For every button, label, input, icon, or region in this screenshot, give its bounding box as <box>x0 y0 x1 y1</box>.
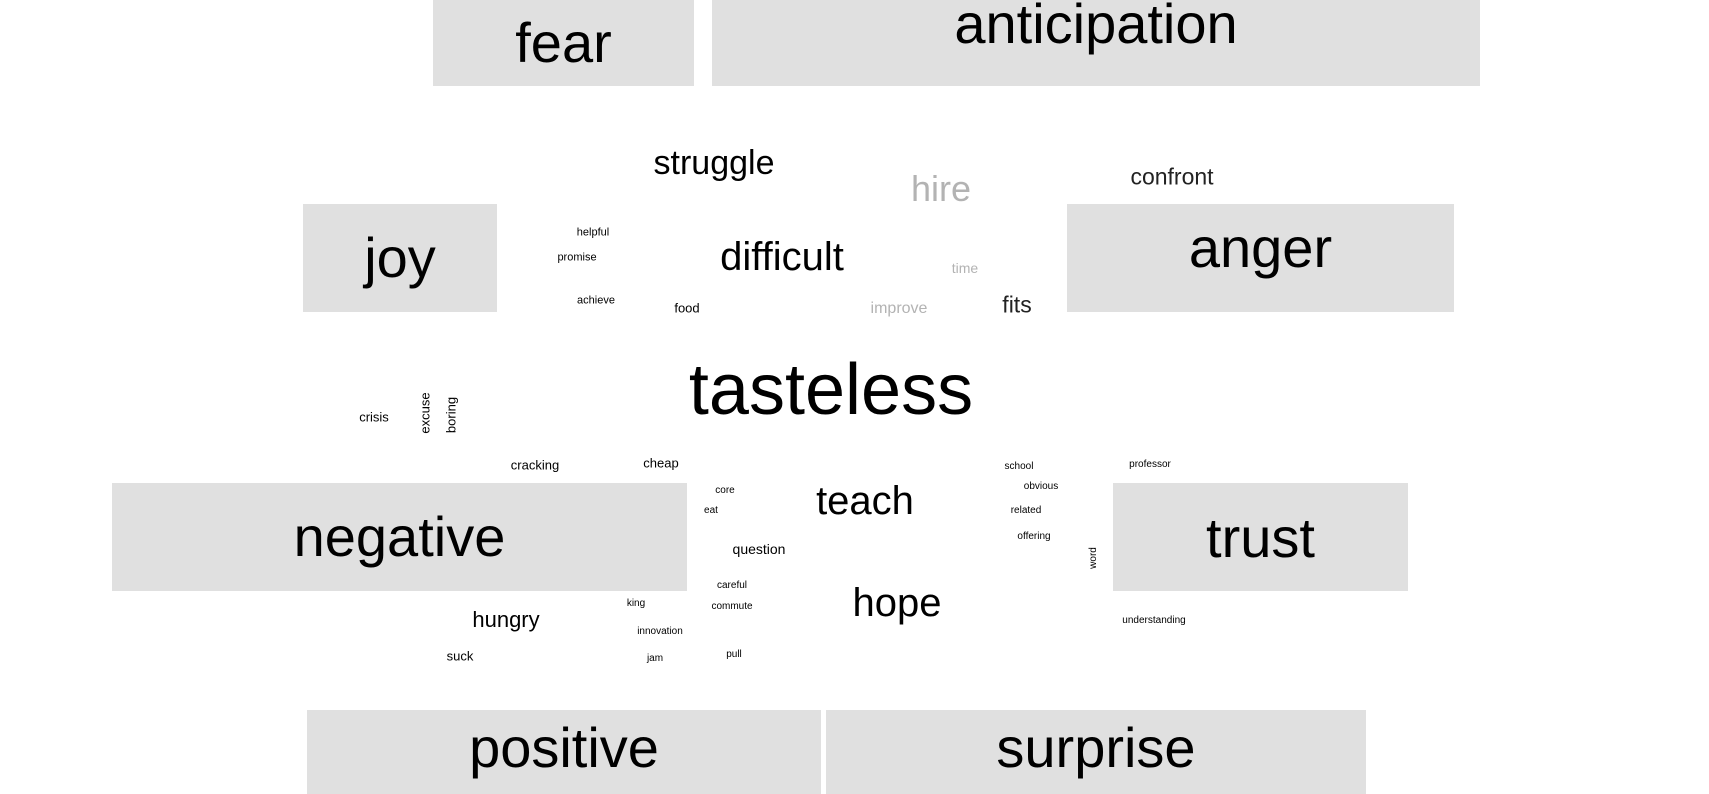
emotion-label-surprise: surprise <box>996 716 1196 779</box>
word-difficult: difficult <box>720 235 844 279</box>
word-promise: promise <box>557 251 597 264</box>
word-excuse: excuse <box>417 392 433 434</box>
word-innovation: innovation <box>637 626 683 637</box>
word-achieve: achieve <box>577 294 615 307</box>
emotion-label-negative: negative <box>293 505 506 568</box>
word-school: school <box>1004 461 1034 472</box>
emotion-box-positive: positive <box>307 710 821 794</box>
emotion-box-anticipation: anticipation <box>712 0 1480 86</box>
word-related: related <box>1010 505 1042 516</box>
word-tasteless: tasteless <box>688 350 974 430</box>
word-cracking: cracking <box>510 457 560 473</box>
word-boring: boring <box>443 396 459 434</box>
emotion-label-anticipation: anticipation <box>954 0 1238 55</box>
word-suck: suck <box>446 648 474 664</box>
word-jam: jam <box>646 653 664 664</box>
emotion-box-joy: joy <box>303 204 497 312</box>
word-obvious: obvious <box>1023 481 1059 492</box>
word-hire: hire <box>910 168 972 209</box>
emotion-box-trust: trust <box>1113 483 1408 591</box>
word-understanding: understanding <box>1122 615 1186 626</box>
emotion-box-surprise: surprise <box>826 710 1366 794</box>
emotion-label-fear: fear <box>515 11 612 74</box>
word-question: question <box>732 541 786 557</box>
word-time: time <box>951 260 979 276</box>
word-hope: hope <box>852 581 942 625</box>
emotion-label-trust: trust <box>1206 506 1315 569</box>
word-helpful: helpful <box>576 226 610 239</box>
word-careful: careful <box>716 580 748 591</box>
emotion-box-fear: fear <box>433 0 694 86</box>
word-commute: commute <box>711 601 753 612</box>
word-king: king <box>626 598 646 609</box>
word-hungry: hungry <box>472 607 540 632</box>
word-core: core <box>715 485 735 496</box>
word-struggle: struggle <box>653 144 775 182</box>
emotion-box-negative: negative <box>112 483 687 591</box>
word-cheap: cheap <box>643 455 679 471</box>
word-word: word <box>1088 547 1099 569</box>
emotion-label-joy: joy <box>364 226 436 289</box>
word-teach: teach <box>816 479 914 523</box>
word-confront: confront <box>1130 163 1214 190</box>
emotion-label-positive: positive <box>469 716 659 779</box>
word-food: food <box>674 300 700 316</box>
word-improve: improve <box>870 300 928 317</box>
emotion-label-anger: anger <box>1188 216 1333 279</box>
word-offering: offering <box>1017 531 1051 542</box>
word-pull: pull <box>726 649 742 660</box>
word-fits: fits <box>1002 291 1032 318</box>
emotion-box-anger: anger <box>1067 204 1454 312</box>
word-eat: eat <box>704 505 718 516</box>
word-professor: professor <box>1129 459 1171 470</box>
word-crisis: crisis <box>359 409 389 425</box>
